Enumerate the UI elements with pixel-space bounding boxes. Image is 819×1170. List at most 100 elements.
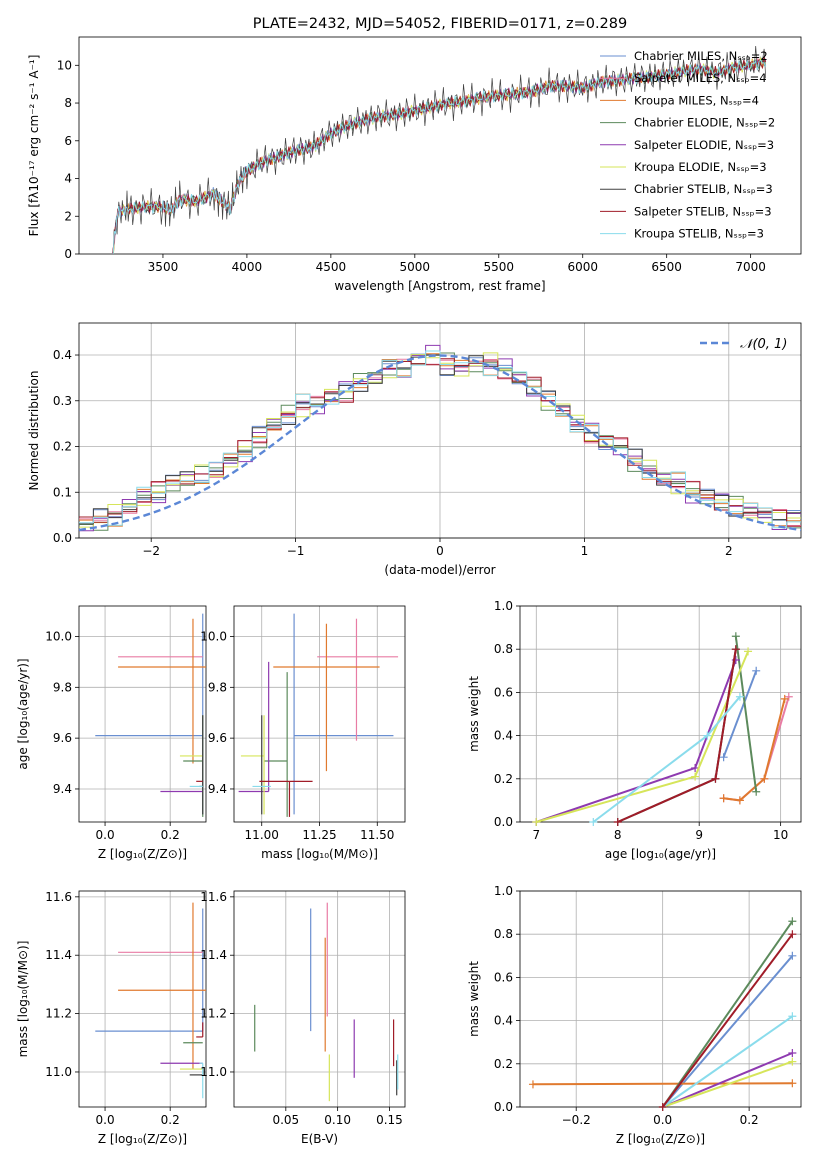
y-axis-label: mass [log₁₀(M/M⊙)]: [16, 941, 30, 1058]
y-tick-label: 1.0: [494, 599, 513, 613]
point-marker: [788, 1079, 797, 1088]
legend-label: Salpeter MILES, Nₛₛₚ=4: [634, 71, 767, 85]
y-tick-label: 11.0: [200, 1065, 227, 1079]
x-tick-label: 4000: [232, 260, 263, 274]
panel-0: 3500 4000 4500 5000 5500 6000 6500 7000 0 2 4 6 8 10 w…: [27, 36, 802, 293]
y-tick-label: 11.0: [45, 1065, 72, 1079]
point-marker: [735, 692, 744, 701]
spectrum-line: [112, 59, 767, 254]
spectrum-line: [112, 58, 767, 254]
y-tick-label: 2: [64, 209, 72, 223]
panel-6: 0.05 0.10 0.15 11.0 11.2 11.4 11.6 E(B-V): [200, 890, 406, 1146]
spectrum-line: [112, 56, 767, 254]
spectrum-line: [112, 56, 767, 254]
y-tick-label: 0.6: [494, 970, 513, 984]
x-tick-label: 0.0: [96, 1113, 115, 1127]
axes-frame: [78, 890, 207, 1108]
histogram-step: [79, 350, 801, 529]
point-marker: [784, 692, 793, 701]
point-marker: [719, 794, 728, 803]
legend-label: Chabrier STELIB, Nₛₛₚ=3: [634, 182, 773, 196]
x-tick-label: 8: [614, 828, 622, 842]
x-axis-label: Z [log₁₀(Z/Z⊙)]: [616, 1132, 705, 1146]
spectrum-line: [112, 56, 766, 254]
point-marker: [589, 818, 598, 826]
panel-2: 0.0 0.2 9.4 9.6 9.8 10.0 Z [log₁₀(Z/Z⊙)] age [l…: [16, 605, 207, 861]
axes-frame: [233, 890, 406, 1108]
legend-label: Salpeter STELIB, Nₛₛₚ=3: [634, 204, 772, 218]
y-axis-label: Flux [fλ10⁻¹⁷ erg cm⁻² s⁻¹ A⁻¹]: [27, 55, 41, 237]
chart-title: PLATE=2432, MJD=54052, FIBERID=0171, z=0…: [253, 16, 627, 32]
legend-label: Chabrier ELODIE, Nₛₛₚ=2: [634, 116, 775, 130]
point-marker: [532, 818, 541, 826]
x-tick-label: 7000: [735, 260, 766, 274]
axes-frame: [78, 36, 802, 255]
legend-label: Kroupa STELIB, Nₛₛₚ=3: [634, 227, 764, 241]
x-tick-label: 0.05: [272, 1113, 299, 1127]
x-axis-label: wavelength [Angstrom, rest frame]: [334, 279, 545, 293]
legend-label: Kroupa MILES, Nₛₛₚ=4: [634, 93, 759, 107]
y-tick-label: 0.2: [53, 440, 72, 454]
point-marker: [788, 951, 797, 960]
mass-weight-line: [535, 659, 737, 823]
x-tick-label: 6500: [651, 260, 682, 274]
y-axis-label: mass weight: [467, 961, 481, 1037]
y-tick-label: 11.6: [45, 890, 72, 904]
x-tick-label: 0.15: [376, 1113, 403, 1127]
x-tick-label: 11.50: [360, 828, 394, 842]
x-axis-label: E(B-V): [301, 1132, 338, 1146]
y-tick-label: 11.6: [200, 890, 227, 904]
mass-weight-line: [723, 698, 786, 802]
y-axis-label: age [log₁₀(age/yr)]: [16, 658, 30, 769]
mass-weight-line: [662, 1015, 793, 1108]
y-tick-label: 9.4: [53, 782, 72, 796]
x-tick-label: 0.0: [653, 1113, 672, 1127]
y-tick-label: 10.0: [200, 629, 227, 643]
spectrum-line: [112, 45, 767, 254]
y-tick-label: 1.0: [494, 884, 513, 898]
y-tick-label: 11.2: [45, 1007, 72, 1021]
x-axis-label: Z [log₁₀(Z/Z⊙)]: [98, 1132, 187, 1146]
y-tick-label: 0.6: [494, 685, 513, 699]
panel-1: −2 −1 0 1 2 0.0 0.1 0.2 0.3 0.4 (data-model)/error…: [27, 322, 802, 577]
point-marker: [760, 774, 769, 783]
x-tick-label: 9: [695, 828, 703, 842]
point-marker: [752, 787, 761, 796]
x-tick-label: 2: [725, 544, 733, 558]
axes-frame: [519, 890, 802, 1108]
y-tick-label: 0.4: [494, 729, 513, 743]
mass-weight-line: [661, 920, 794, 1108]
point-marker: [658, 1103, 667, 1111]
y-tick-label: 0.0: [494, 815, 513, 829]
x-axis-label: age [log₁₀(age/yr)]: [605, 847, 716, 861]
axes-frame: [78, 605, 207, 823]
y-tick-label: 0.0: [494, 1100, 513, 1114]
x-tick-label: 7: [532, 828, 540, 842]
mass-weight-line: [662, 1052, 793, 1108]
x-tick-label: 0.2: [740, 1113, 759, 1127]
x-tick-label: −1: [287, 544, 305, 558]
point-marker: [731, 632, 740, 641]
y-tick-label: 6: [64, 134, 72, 148]
mass-weight-line: [722, 670, 758, 758]
y-tick-label: 0.8: [494, 642, 513, 656]
x-tick-label: 0.10: [324, 1113, 351, 1127]
panel-3: 11.00 11.25 11.50 9.4 9.6 9.8 10.0 mass [log₁₀(…: [200, 605, 406, 861]
x-tick-label: 5000: [400, 260, 431, 274]
x-axis-label: Z [log₁₀(Z/Z⊙)]: [98, 847, 187, 861]
x-tick-label: 3500: [148, 260, 179, 274]
panel-5: 0.0 0.2 11.0 11.2 11.4 11.6 Z [log₁₀(Z/Z⊙)] mas…: [16, 890, 207, 1146]
axes-frame: [233, 605, 406, 823]
mass-weight-line: [661, 955, 794, 1108]
x-axis-label: mass [log₁₀(M/M⊙)]: [261, 847, 378, 861]
x-tick-label: −0.2: [562, 1113, 591, 1127]
x-tick-label: 0.2: [161, 1113, 180, 1127]
y-tick-label: 9.4: [208, 782, 227, 796]
y-tick-label: 0.2: [494, 772, 513, 786]
y-tick-label: 11.4: [200, 948, 227, 962]
x-tick-label: 0.0: [96, 828, 115, 842]
y-tick-label: 8: [64, 96, 72, 110]
axes-frame: [78, 322, 802, 539]
x-tick-label: 11.25: [302, 828, 336, 842]
